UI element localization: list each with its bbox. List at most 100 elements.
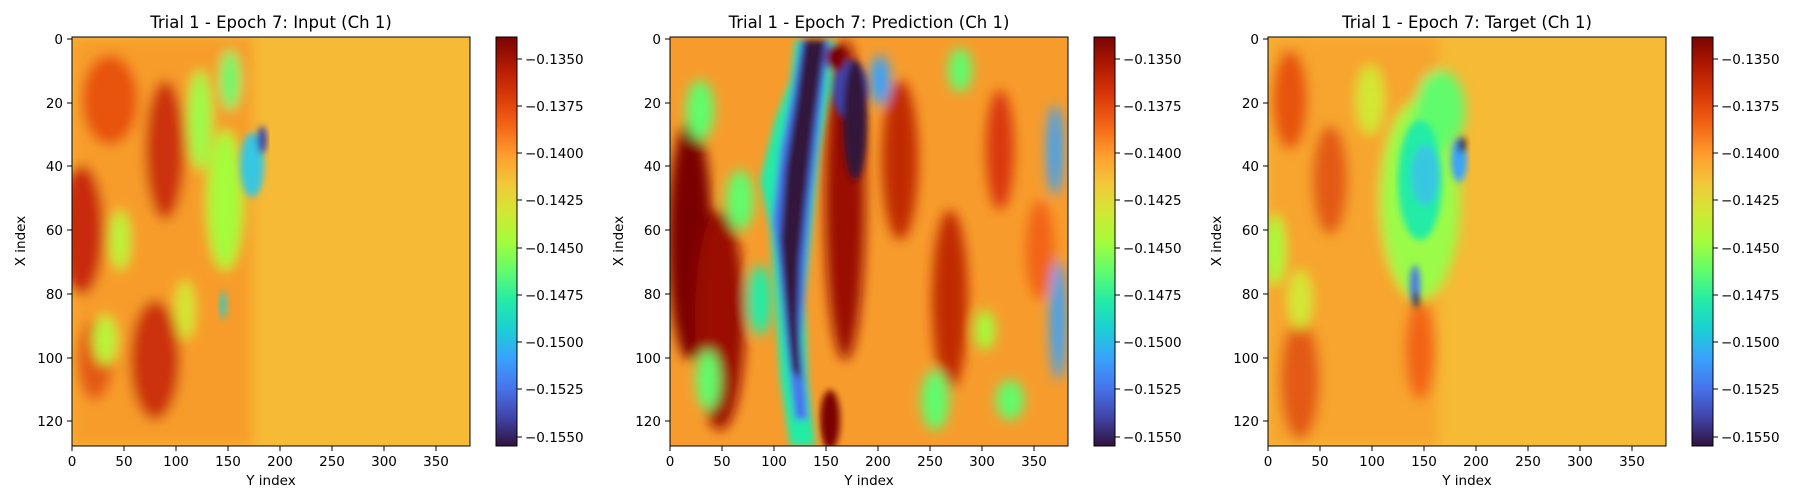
colorbar: −0.1350 −0.1375 −0.1400 −0.1425 −0.1450 …: [1692, 37, 1780, 446]
y-tick: 60: [1242, 223, 1268, 239]
svg-text:60: 60: [1242, 223, 1259, 239]
x-axis: 0 50 100 150 200 250 300 350 Y index: [666, 446, 1047, 489]
svg-text:−0.1550: −0.1550: [1721, 430, 1780, 446]
svg-text:20: 20: [644, 96, 661, 112]
x-tick: 150: [813, 446, 839, 470]
y-tick: 0: [54, 32, 72, 48]
x-tick: 100: [761, 446, 787, 470]
colorbar-tick: −0.1475: [1115, 288, 1182, 304]
svg-text:−0.1500: −0.1500: [525, 335, 584, 351]
y-tick: 120: [1233, 414, 1268, 430]
svg-text:−0.1375: −0.1375: [1721, 99, 1780, 115]
svg-text:0: 0: [1264, 454, 1273, 470]
x-tick: 250: [1515, 446, 1541, 470]
y-axis: 0 20 40 60 80 100 120 X index: [1209, 32, 1268, 430]
colorbar-tick: −0.1400: [517, 146, 584, 162]
colorbar-tick: −0.1550: [1115, 430, 1182, 446]
x-tick: 100: [163, 446, 189, 470]
colorbar-tick: −0.1350: [517, 52, 584, 68]
svg-text:200: 200: [267, 454, 293, 470]
svg-text:−0.1375: −0.1375: [525, 99, 584, 115]
colorbar: −0.1350 −0.1375 −0.1400 −0.1425 −0.1450 …: [1094, 37, 1182, 446]
x-tick: 200: [865, 446, 891, 470]
svg-text:80: 80: [46, 287, 63, 303]
svg-text:−0.1500: −0.1500: [1721, 335, 1780, 351]
svg-text:100: 100: [1233, 351, 1259, 367]
colorbar-tick: −0.1450: [1115, 241, 1182, 257]
svg-text:350: 350: [423, 454, 449, 470]
colorbar-tick: −0.1500: [1115, 335, 1182, 351]
svg-text:50: 50: [115, 454, 132, 470]
heatmap-image: [1265, 37, 1666, 446]
svg-text:100: 100: [635, 351, 661, 367]
svg-text:250: 250: [1515, 454, 1541, 470]
panel-title: Trial 1 - Epoch 7: Target (Ch 1): [1341, 13, 1592, 32]
y-tick: 100: [1233, 351, 1268, 367]
x-tick: 50: [713, 446, 730, 470]
y-tick: 60: [46, 223, 72, 239]
svg-text:300: 300: [1567, 454, 1593, 470]
svg-text:80: 80: [1242, 287, 1259, 303]
svg-text:−0.1475: −0.1475: [1721, 288, 1780, 304]
colorbar-tick: −0.1550: [517, 430, 584, 446]
colorbar-tick: −0.1350: [1115, 52, 1182, 68]
colorbar-tick: −0.1425: [1115, 193, 1182, 209]
colorbar-tick: −0.1500: [1713, 335, 1780, 351]
x-axis: 0 50 100 150 200 250 300 350 Y index: [1264, 446, 1645, 489]
x-tick: 50: [1311, 446, 1328, 470]
svg-text:250: 250: [319, 454, 345, 470]
svg-text:350: 350: [1619, 454, 1645, 470]
svg-text:150: 150: [215, 454, 241, 470]
y-tick: 80: [644, 287, 670, 303]
y-tick: 120: [635, 414, 670, 430]
x-tick: 250: [917, 446, 943, 470]
svg-text:−0.1500: −0.1500: [1123, 335, 1182, 351]
svg-text:−0.1425: −0.1425: [1123, 193, 1182, 209]
svg-text:100: 100: [1359, 454, 1385, 470]
x-tick: 300: [969, 446, 995, 470]
svg-text:200: 200: [1463, 454, 1489, 470]
colorbar-tick: −0.1375: [1713, 99, 1780, 115]
svg-text:300: 300: [969, 454, 995, 470]
x-tick: 100: [1359, 446, 1385, 470]
y-tick: 0: [1250, 32, 1268, 48]
colorbar-tick: −0.1475: [1713, 288, 1780, 304]
svg-text:−0.1525: −0.1525: [1721, 382, 1780, 398]
svg-text:60: 60: [644, 223, 661, 239]
svg-text:−0.1375: −0.1375: [1123, 99, 1182, 115]
heatmap-image: [668, 37, 1068, 450]
colorbar-tick: −0.1375: [517, 99, 584, 115]
svg-text:−0.1425: −0.1425: [1721, 193, 1780, 209]
svg-text:−0.1350: −0.1350: [1721, 52, 1780, 68]
colorbar-bar: [1094, 37, 1115, 446]
x-tick: 50: [115, 446, 132, 470]
svg-text:−0.1450: −0.1450: [525, 241, 584, 257]
heatmap-image: [60, 37, 470, 446]
svg-text:−0.1550: −0.1550: [525, 430, 584, 446]
panel-title: Trial 1 - Epoch 7: Input (Ch 1): [149, 13, 392, 32]
svg-text:150: 150: [1411, 454, 1437, 470]
y-tick: 40: [46, 159, 72, 175]
svg-text:−0.1425: −0.1425: [525, 193, 584, 209]
colorbar-tick: −0.1375: [1115, 99, 1182, 115]
x-tick: 200: [267, 446, 293, 470]
colorbar-tick: −0.1450: [517, 241, 584, 257]
svg-text:−0.1400: −0.1400: [1123, 146, 1182, 162]
x-tick: 300: [1567, 446, 1593, 470]
colorbar-bar: [1692, 37, 1713, 446]
colorbar: −0.1350 −0.1375 −0.1400 −0.1425 −0.1450 …: [496, 37, 584, 446]
y-tick: 40: [644, 159, 670, 175]
svg-text:−0.1400: −0.1400: [1721, 146, 1780, 162]
y-tick: 100: [635, 351, 670, 367]
x-tick: 150: [1411, 446, 1437, 470]
svg-text:100: 100: [761, 454, 787, 470]
colorbar-tick: −0.1400: [1115, 146, 1182, 162]
x-tick: 200: [1463, 446, 1489, 470]
svg-text:−0.1525: −0.1525: [1123, 382, 1182, 398]
y-axis: 0 20 40 60 80 100 120 X index: [13, 32, 72, 430]
y-tick: 60: [644, 223, 670, 239]
colorbar-tick: −0.1425: [1713, 193, 1780, 209]
y-axis-label: X index: [13, 216, 29, 266]
colorbar-tick: −0.1350: [1713, 52, 1780, 68]
svg-text:0: 0: [54, 32, 63, 48]
